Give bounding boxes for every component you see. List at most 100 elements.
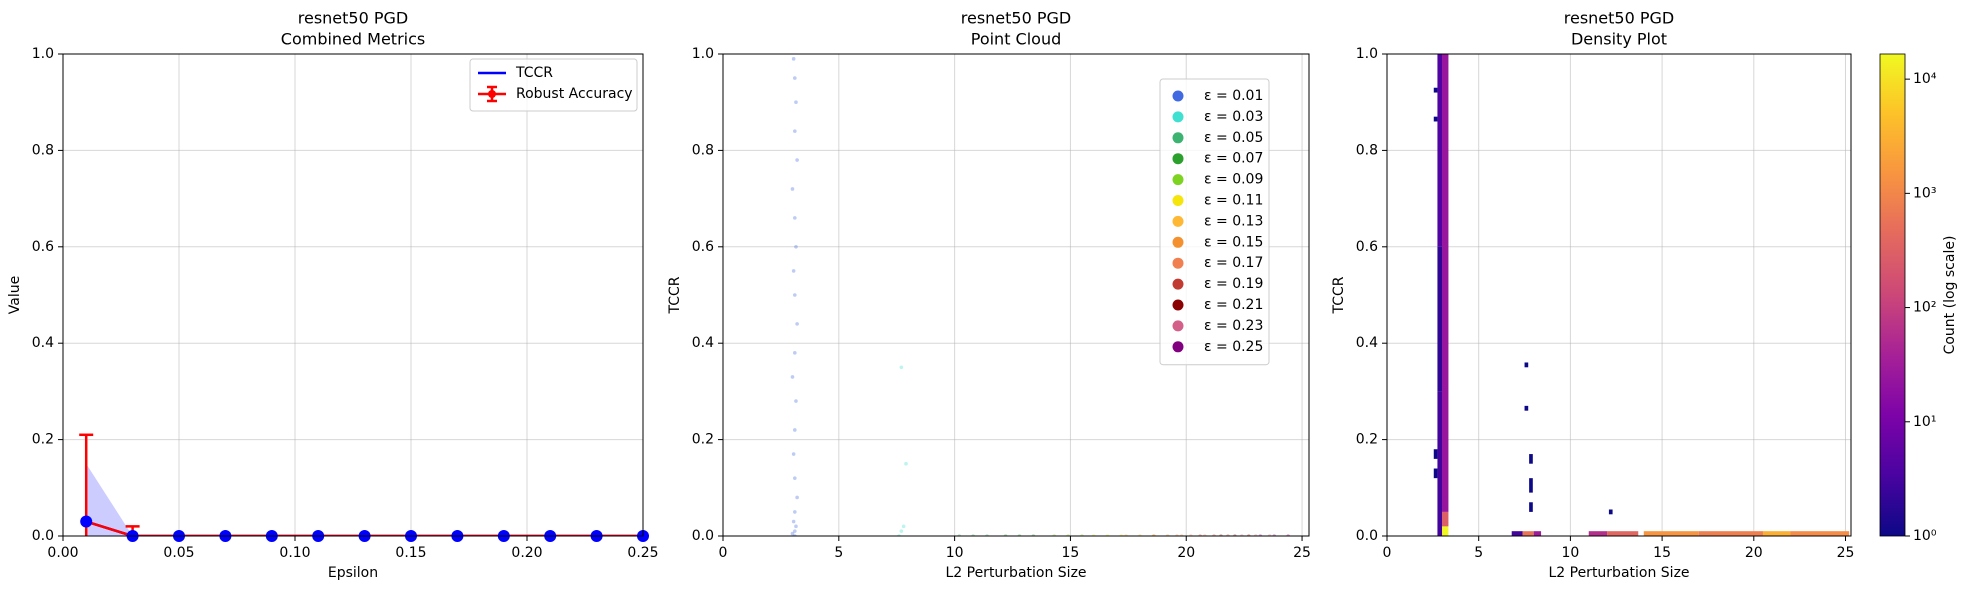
chart-subtitle: Density Plot [1571, 30, 1667, 49]
point [791, 452, 796, 456]
colorbar: 10⁰ 10¹ 10² 10³ 10⁴ Count (log scale) [1879, 53, 1958, 544]
point [790, 375, 795, 379]
y-tick-label: 0.6 [692, 239, 714, 255]
x-tick-label: 15 [1062, 545, 1080, 561]
point [790, 187, 795, 191]
legend-label: TCCR [515, 65, 553, 81]
legend-marker [1172, 174, 1184, 186]
x-tick-label: 0.15 [395, 545, 426, 561]
legend-label: ε = 0.09 [1204, 172, 1263, 188]
x-tick-label: 10 [946, 545, 964, 561]
point [793, 476, 797, 480]
heat-cell [1437, 246, 1443, 392]
x-axis-label: Epsilon [328, 565, 378, 581]
y-axis-label: TCCR [667, 276, 683, 314]
point [793, 129, 797, 133]
legend-marker [488, 90, 496, 98]
legend-marker [1172, 90, 1184, 102]
point [791, 269, 796, 273]
chart-title: resnet50 PGD [298, 9, 408, 28]
heat-cell [1442, 54, 1449, 512]
point [901, 524, 906, 529]
panel: resnet50 PGD Point Cloud 0 5 10 15 20 25 0.0 0.2 0… [667, 9, 1311, 582]
legend-label: ε = 0.17 [1204, 255, 1263, 271]
y-tick-label: 0.8 [1356, 142, 1378, 158]
heat-cell [1524, 362, 1529, 368]
chart-subtitle: Point Cloud [971, 30, 1062, 49]
axes-frame [722, 53, 1310, 537]
x-tick-label: 0.20 [511, 545, 542, 561]
legend-label: ε = 0.05 [1204, 130, 1263, 146]
heat-cell [1437, 391, 1443, 536]
legend-label: ε = 0.21 [1204, 297, 1263, 313]
y-tick-label: 0.2 [692, 432, 714, 448]
heat-cell [1433, 449, 1438, 459]
heat-cell [1608, 509, 1613, 515]
legend-marker [1172, 341, 1184, 353]
y-tick-label: 0.0 [1356, 528, 1378, 544]
x-axis-label: L2 Perturbation Size [945, 565, 1086, 581]
legend-marker [1172, 320, 1184, 332]
y-tick-label: 0.8 [32, 142, 54, 158]
legend-marker [1172, 132, 1184, 144]
y-tick-label: 0.0 [692, 528, 714, 544]
heat-cell [1433, 87, 1438, 93]
legend: ε = 0.01 ε = 0.03 ε = 0.05 ε = 0.07 ε = 0.09… [1159, 78, 1270, 366]
legend-marker [1172, 236, 1184, 248]
point [795, 495, 799, 500]
point [793, 76, 797, 80]
point [794, 399, 798, 403]
point [795, 322, 799, 326]
panel: resnet50 PGD Density Plot 0 5 10 15 20 25 0.0 0.2… [1331, 9, 1854, 582]
x-tick-label: 5 [834, 545, 843, 561]
point [899, 529, 904, 533]
y-tick-label: 1.0 [1356, 46, 1378, 62]
heat-cell [1433, 468, 1438, 479]
x-tick-label: 10 [1561, 545, 1579, 561]
point [794, 245, 798, 249]
heat-cell [1522, 531, 1534, 536]
x-tick-label: 20 [1745, 545, 1763, 561]
point [793, 351, 797, 355]
point [791, 57, 796, 61]
legend-label: ε = 0.03 [1204, 109, 1263, 125]
chart-subtitle: Combined Metrics [281, 30, 425, 49]
heat-cell [1442, 526, 1449, 536]
x-tick-label: 0.05 [163, 545, 194, 561]
x-tick-label: 25 [1293, 545, 1311, 561]
point [793, 529, 797, 533]
x-tick-label: 25 [1837, 545, 1855, 561]
axes-frame [1386, 53, 1852, 537]
point [793, 428, 797, 432]
heat-cell [1607, 531, 1639, 536]
legend-label: ε = 0.19 [1204, 276, 1263, 292]
heat-cell [1762, 531, 1791, 536]
legend: TCCR Robust Accuracy [469, 58, 638, 112]
error-bar [125, 525, 140, 536]
point [904, 461, 908, 466]
x-tick-label: 0.10 [279, 545, 310, 561]
legend-marker [1172, 257, 1184, 269]
y-tick-label: 0.8 [692, 142, 714, 158]
y-tick-label: 0.6 [1356, 239, 1378, 255]
y-axis-label: TCCR [1331, 276, 1347, 314]
heat-cell [1790, 531, 1850, 536]
y-tick-label: 0.2 [32, 432, 54, 448]
chart-title: resnet50 PGD [1564, 9, 1674, 28]
legend-label: ε = 0.11 [1204, 193, 1263, 209]
heat-cell [1433, 116, 1438, 122]
colorbar-tick-label: 10⁴ [1913, 71, 1937, 87]
x-axis-label: L2 Perturbation Size [1548, 565, 1689, 581]
y-tick-label: 0.4 [1356, 335, 1378, 351]
point [794, 524, 798, 529]
point [795, 158, 799, 162]
heat-cell [1437, 54, 1443, 247]
plot-area [1433, 54, 1850, 536]
legend-label: ε = 0.13 [1204, 213, 1263, 229]
colorbar-tick-label: 10² [1913, 300, 1936, 316]
legend-label: ε = 0.07 [1204, 151, 1263, 167]
x-tick-label: 0.25 [627, 545, 658, 561]
heat-cell [1698, 531, 1763, 536]
legend-marker [1172, 195, 1184, 206]
